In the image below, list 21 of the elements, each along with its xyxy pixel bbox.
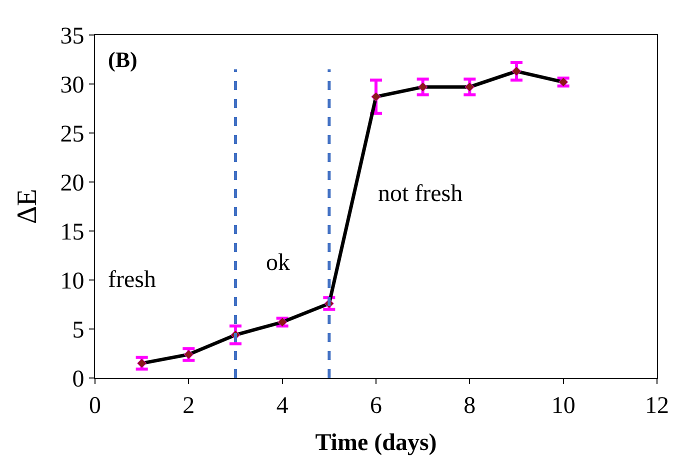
x-tick-label: 2 [182, 392, 195, 419]
annotation: ok [266, 250, 290, 276]
annotation: not fresh [378, 181, 463, 207]
y-tick-label: 30 [60, 72, 84, 98]
x-tick-label: 12 [645, 392, 669, 419]
x-tick-label: 10 [551, 392, 576, 419]
y-tick-label: 0 [72, 366, 84, 392]
y-tick-label: 35 [60, 23, 84, 50]
y-tick-label: 20 [60, 170, 84, 196]
y-axis-title: ΔE [12, 188, 43, 224]
y-tick-label: 15 [60, 219, 84, 246]
x-tick-label: 0 [89, 392, 101, 419]
annotation: (B) [108, 47, 138, 72]
x-tick-label: 8 [464, 392, 476, 419]
y-tick-label: 5 [72, 317, 84, 344]
y-tick-label: 10 [60, 268, 84, 294]
x-tick-label: 4 [276, 392, 288, 419]
x-axis-title: Time (days) [315, 430, 437, 456]
x-tick-label: 6 [370, 392, 382, 419]
annotation: fresh [108, 267, 156, 293]
y-tick-label: 25 [60, 121, 84, 148]
